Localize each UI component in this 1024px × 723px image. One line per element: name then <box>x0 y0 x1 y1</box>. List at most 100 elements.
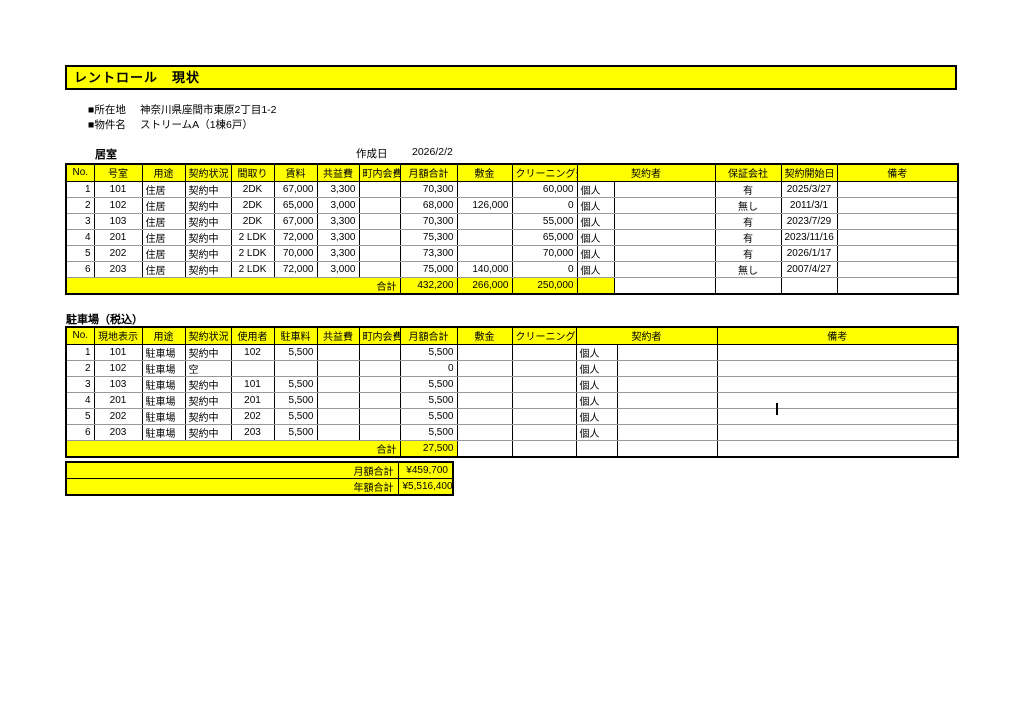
cell-contractor-name[interactable] <box>616 407 718 425</box>
cell-rent[interactable]: 67,000 <box>273 180 318 198</box>
cell-no[interactable]: 6 <box>65 423 95 441</box>
cell-contractor-type[interactable]: 個人 <box>576 260 615 278</box>
cell-no[interactable]: 5 <box>65 407 95 425</box>
cell-contractor-name[interactable] <box>616 391 718 409</box>
cell-contractor-type[interactable]: 個人 <box>575 423 618 441</box>
cell-status[interactable]: 契約中 <box>184 375 232 393</box>
cell-note[interactable] <box>836 244 959 262</box>
cell-layout[interactable]: 2DK <box>230 180 275 198</box>
cell-room[interactable]: 103 <box>93 212 143 230</box>
cell-status[interactable]: 契約中 <box>184 391 232 409</box>
cell-contractor-name[interactable] <box>616 423 718 441</box>
cell-chonai[interactable] <box>358 212 401 230</box>
cell-layout[interactable]: 2 LDK <box>230 260 275 278</box>
cell-use[interactable]: 駐車場 <box>141 391 186 409</box>
cell-chonai[interactable] <box>358 423 401 441</box>
cell-cleaning[interactable]: 65,000 <box>511 228 578 246</box>
cell-cleaning[interactable]: 55,000 <box>511 212 578 230</box>
cell-use[interactable]: 住居 <box>141 228 186 246</box>
cell-user[interactable]: 201 <box>230 391 275 409</box>
cell-spot[interactable]: 203 <box>93 423 143 441</box>
cell-status[interactable]: 契約中 <box>184 244 232 262</box>
cell-fee[interactable]: 3,300 <box>316 180 360 198</box>
cell-cleaning[interactable] <box>511 375 577 393</box>
cell-layout[interactable]: 2DK <box>230 212 275 230</box>
cell-use[interactable]: 住居 <box>141 244 186 262</box>
cell-rent[interactable]: 5,500 <box>273 375 318 393</box>
cell-note[interactable] <box>716 407 959 425</box>
cell-cleaning[interactable]: 70,000 <box>511 244 578 262</box>
cell-fee[interactable]: 3,300 <box>316 228 360 246</box>
cell-monthly[interactable]: 75,300 <box>399 228 458 246</box>
cell-cleaning[interactable]: 60,000 <box>511 180 578 198</box>
cell-contractor-name[interactable] <box>613 244 716 262</box>
cell-chonai[interactable] <box>358 244 401 262</box>
cell-contractor-name[interactable] <box>616 359 718 377</box>
cell-contractor-type[interactable]: 個人 <box>575 391 618 409</box>
cell-note[interactable] <box>716 375 959 393</box>
cell-contractor-type[interactable]: 個人 <box>576 244 615 262</box>
cell-fee[interactable] <box>316 423 360 441</box>
cell-chonai[interactable] <box>358 228 401 246</box>
cell-note[interactable] <box>716 343 959 361</box>
cell-note[interactable] <box>716 423 959 441</box>
cell-monthly[interactable]: 68,000 <box>399 196 458 214</box>
cell-layout[interactable]: 2 LDK <box>230 228 275 246</box>
cell-guarantee[interactable]: 有 <box>714 228 782 246</box>
cell-deposit[interactable] <box>456 244 513 262</box>
cell-fee[interactable] <box>316 359 360 377</box>
cell-chonai[interactable] <box>358 196 401 214</box>
cell-user[interactable]: 102 <box>230 343 275 361</box>
cell-status[interactable]: 契約中 <box>184 343 232 361</box>
cell-no[interactable]: 2 <box>65 196 95 214</box>
cell-spot[interactable]: 102 <box>93 359 143 377</box>
cell-contractor-name[interactable] <box>616 375 718 393</box>
cell-user[interactable]: 203 <box>230 423 275 441</box>
cell-start-date[interactable]: 2026/1/17 <box>780 244 838 262</box>
cell-no[interactable]: 2 <box>65 359 95 377</box>
cell-use[interactable]: 住居 <box>141 260 186 278</box>
cell-no[interactable]: 5 <box>65 244 95 262</box>
cell-note[interactable] <box>836 212 959 230</box>
cell-use[interactable]: 駐車場 <box>141 407 186 425</box>
cell-status[interactable]: 契約中 <box>184 407 232 425</box>
cell-contractor-type[interactable]: 個人 <box>575 343 618 361</box>
cell-room[interactable]: 201 <box>93 228 143 246</box>
cell-contractor-type[interactable]: 個人 <box>575 359 618 377</box>
cell-guarantee[interactable]: 無し <box>714 260 782 278</box>
cell-contractor-type[interactable]: 個人 <box>575 375 618 393</box>
cell-no[interactable]: 6 <box>65 260 95 278</box>
cell-deposit[interactable] <box>456 212 513 230</box>
cell-fee[interactable]: 3,300 <box>316 212 360 230</box>
cell-note[interactable] <box>836 228 959 246</box>
cell-spot[interactable]: 103 <box>93 375 143 393</box>
cell-rent[interactable]: 70,000 <box>273 244 318 262</box>
cell-rent[interactable]: 5,500 <box>273 423 318 441</box>
cell-note[interactable] <box>836 196 959 214</box>
cell-cleaning[interactable]: 0 <box>511 260 578 278</box>
cell-monthly[interactable]: 5,500 <box>399 375 458 393</box>
cell-contractor-name[interactable] <box>613 196 716 214</box>
cell-deposit[interactable] <box>456 375 513 393</box>
cell-fee[interactable] <box>316 375 360 393</box>
cell-contractor-name[interactable] <box>613 228 716 246</box>
cell-no[interactable]: 3 <box>65 212 95 230</box>
cell-guarantee[interactable]: 無し <box>714 196 782 214</box>
cell-contractor-name[interactable] <box>616 343 718 361</box>
cell-room[interactable]: 102 <box>93 196 143 214</box>
cell-start-date[interactable]: 2025/3/27 <box>780 180 838 198</box>
cell-cleaning[interactable] <box>511 391 577 409</box>
cell-contractor-type[interactable]: 個人 <box>576 196 615 214</box>
cell-rent[interactable]: 67,000 <box>273 212 318 230</box>
cell-use[interactable]: 駐車場 <box>141 343 186 361</box>
cell-room[interactable]: 203 <box>93 260 143 278</box>
cell-cleaning[interactable] <box>511 423 577 441</box>
cell-start-date[interactable]: 2023/7/29 <box>780 212 838 230</box>
cell-rent[interactable]: 72,000 <box>273 260 318 278</box>
cell-start-date[interactable]: 2011/3/1 <box>780 196 838 214</box>
cell-use[interactable]: 駐車場 <box>141 423 186 441</box>
cell-spot[interactable]: 101 <box>93 343 143 361</box>
cell-monthly[interactable]: 70,300 <box>399 212 458 230</box>
cell-contractor-type[interactable]: 個人 <box>575 407 618 425</box>
cell-monthly[interactable]: 5,500 <box>399 407 458 425</box>
